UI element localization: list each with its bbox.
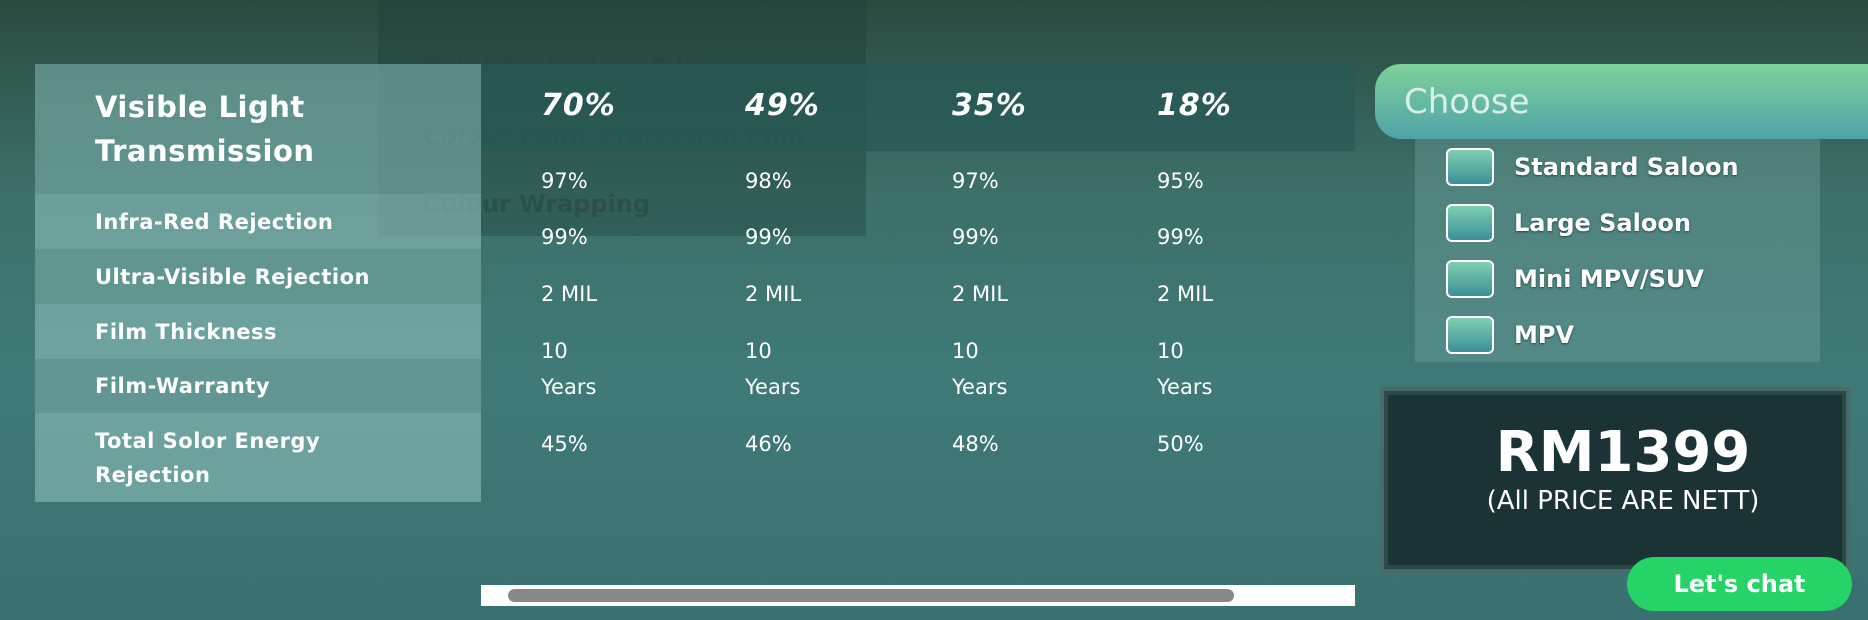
column-header: 70%: [541, 88, 616, 123]
dropdown[interactable]: [1375, 64, 1868, 139]
option-label: MPV: [1514, 321, 1575, 349]
table-cell: 45%: [541, 432, 588, 456]
option-icon: [1446, 204, 1494, 242]
row-label: Ultra-Visible Rejection: [35, 249, 481, 304]
row-label: Infra-Red Rejection: [35, 194, 481, 249]
option-icon: [1446, 316, 1494, 354]
table-cell: 2 MIL: [541, 282, 598, 306]
table-cell: 99%: [952, 225, 999, 249]
table-cell: 2 MIL: [1157, 282, 1214, 306]
table-cell: 97%: [541, 169, 588, 193]
table-cell: 48%: [952, 432, 999, 456]
scroll-thumb[interactable]: [508, 589, 1234, 602]
dropdown-option[interactable]: Standard Saloon: [1446, 147, 1739, 187]
option-label: Large Saloon: [1514, 209, 1691, 237]
option-icon: [1446, 260, 1494, 298]
column-header: 35%: [952, 88, 1027, 123]
option-icon: [1446, 148, 1494, 186]
table-header: Visible Light Transmission: [35, 64, 481, 194]
table-cell: 2 MIL: [745, 282, 802, 306]
table-cell: 99%: [541, 225, 588, 249]
table-cell: 10 Years: [541, 339, 597, 399]
column-header: 49%: [745, 88, 820, 123]
row-label: Film-Warranty: [35, 359, 481, 413]
table-cell: 10 Years: [1157, 339, 1213, 399]
option-label: Mini MPV/SUV: [1514, 265, 1704, 293]
table-cell: 46%: [745, 432, 792, 456]
row-label: Film Thickness: [35, 304, 481, 359]
price-amount: RM1399: [1495, 420, 1751, 485]
table-cell: 2 MIL: [952, 282, 1009, 306]
table-cell: 50%: [1157, 432, 1204, 456]
table-cell: 10 Years: [745, 339, 801, 399]
price-box: [1380, 387, 1850, 573]
table-cell: 98%: [745, 169, 792, 193]
column-header: 18%: [1157, 88, 1232, 123]
table-cell: 95%: [1157, 169, 1204, 193]
price-note: (All PRICE ARE NETT): [1486, 486, 1760, 516]
dropdown-placeholder: Choose: [1404, 82, 1530, 122]
row-label: Total Solor Energy Rejection: [35, 413, 481, 502]
option-label: Standard Saloon: [1514, 153, 1739, 181]
header-band: [481, 64, 1355, 151]
row-labels: Visible Light Transmission Infra-Red Reje…: [35, 64, 481, 502]
menu-item[interactable]: Car Window Tinting: [423, 0, 689, 14]
chat-button[interactable]: Let's chat: [1627, 557, 1852, 611]
dropdown-option[interactable]: Mini MPV/SUV: [1446, 259, 1704, 299]
table-cell: 99%: [745, 225, 792, 249]
table-cell: 10 Years: [952, 339, 1008, 399]
table-cell: 97%: [952, 169, 999, 193]
table-cell: 99%: [1157, 225, 1204, 249]
dropdown-option[interactable]: MPV: [1446, 315, 1574, 355]
dropdown-option[interactable]: Large Saloon: [1446, 203, 1691, 243]
